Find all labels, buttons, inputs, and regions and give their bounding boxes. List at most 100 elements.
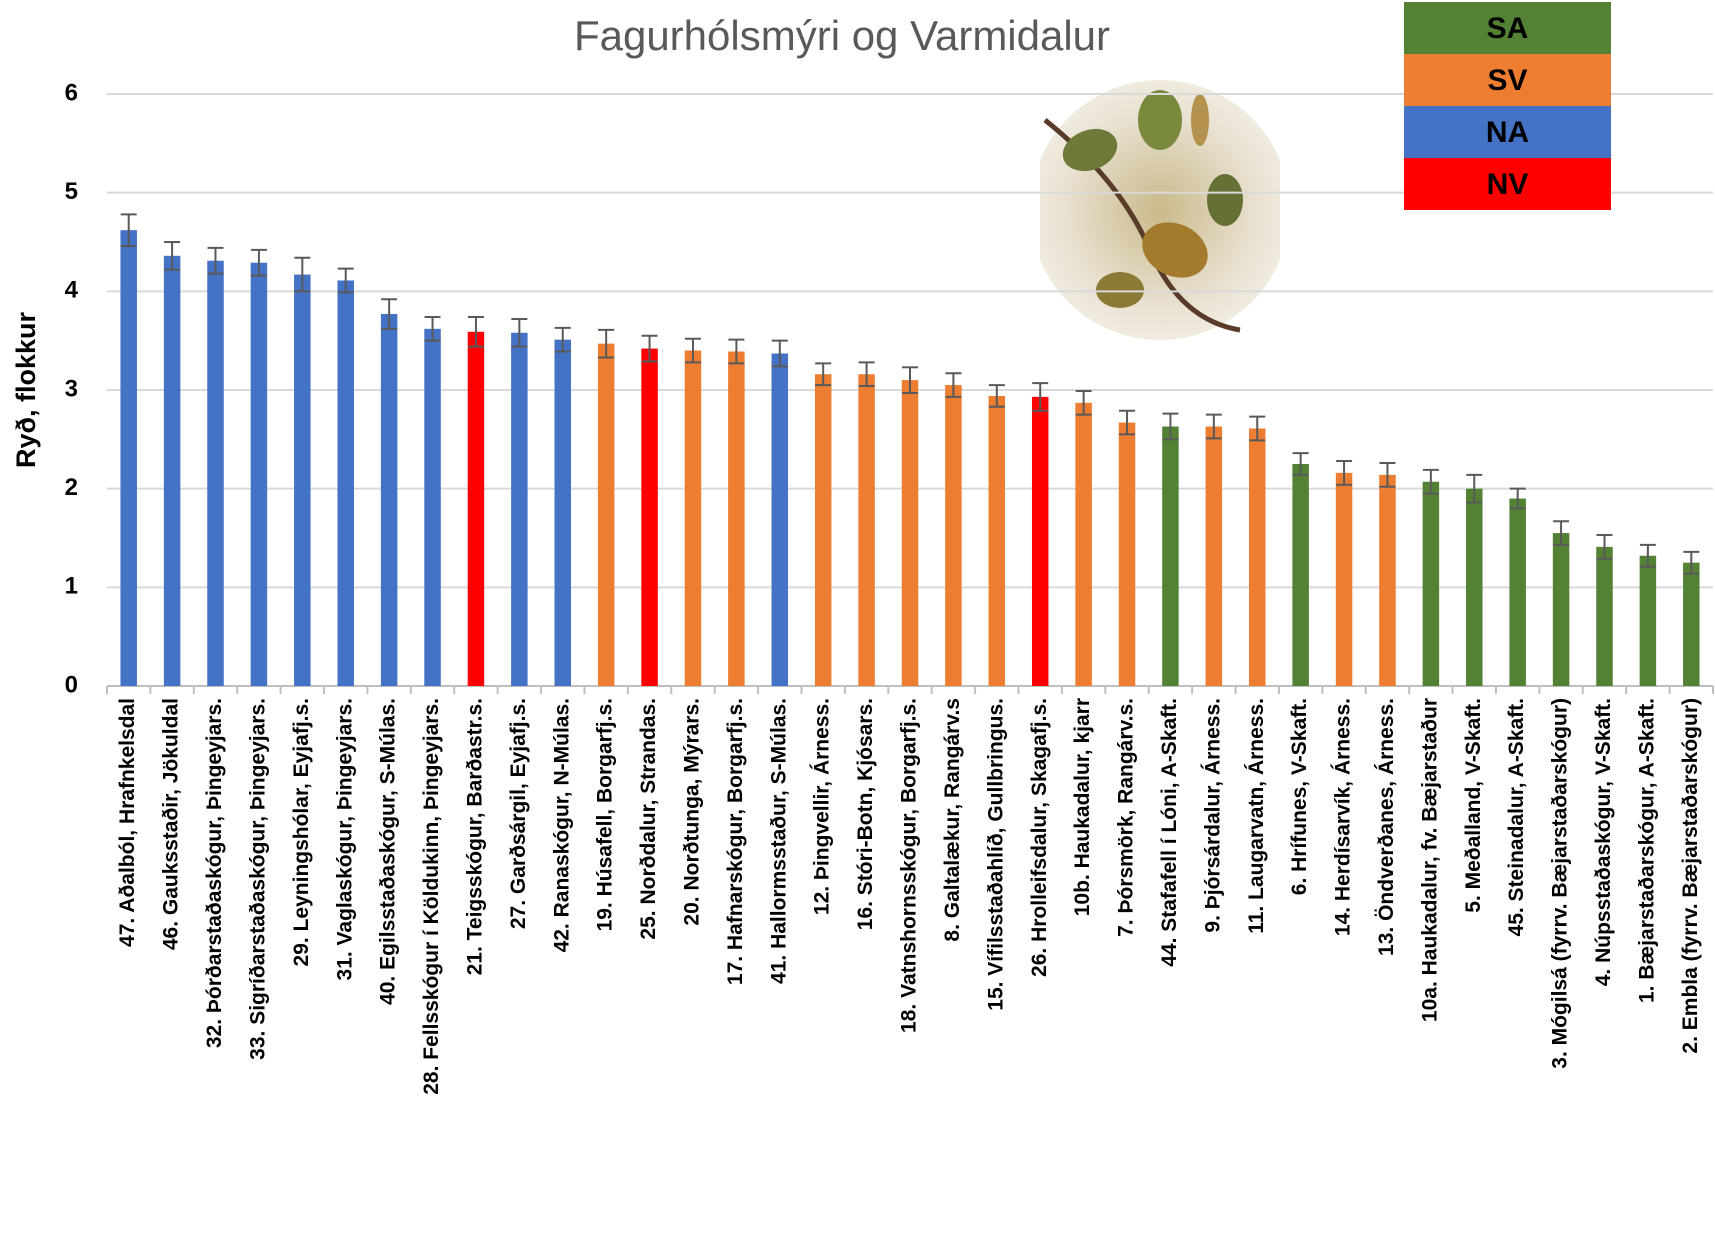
bar (1335, 472, 1353, 686)
error-bar (945, 372, 962, 398)
x-tick-label: 42. Ranaskógur, N-Múlas. (550, 698, 573, 952)
x-tick-label: 9. Þjórsárdalur, Árness. (1201, 698, 1224, 933)
x-tick-label: 13. Öndverðanes, Árness. (1375, 698, 1398, 956)
bar (901, 380, 919, 686)
x-tick-label: 8. Galtalækur, Rangárv.s (941, 698, 964, 942)
error-bar (207, 246, 224, 275)
x-tick-label: 16. Stóri-Botn, Kjósars. (854, 698, 877, 930)
error-bar (902, 366, 918, 394)
y-tick-label: 3 (65, 375, 78, 402)
bar (511, 332, 528, 686)
bar (771, 353, 789, 686)
bar (858, 374, 875, 686)
y-tick-label: 0 (65, 671, 78, 698)
legend-swatch (1404, 106, 1611, 158)
x-tick-label: 19. Húsafell, Borgarfj.s. (594, 698, 617, 931)
error-bar (250, 248, 267, 277)
bar (641, 348, 658, 686)
legend-swatch (1404, 2, 1611, 54)
x-tick-label: 2. Embla (fyrrv. Bæjarstaðarskógur) (1679, 698, 1702, 1054)
legend-swatch (1404, 54, 1611, 106)
error-bar (511, 317, 528, 348)
error-bar (1336, 460, 1353, 486)
bar (1466, 488, 1483, 686)
x-tick-label: 31. Vaglaskógur, Þingeyjars. (333, 698, 356, 980)
bar (337, 280, 354, 686)
error-bar (1596, 534, 1613, 560)
error-bar (467, 315, 484, 348)
x-tick-label: 26. Hrolleifsdalur, Skagafj.s. (1028, 698, 1051, 977)
x-tick-label: 33. Sigríðarstaðaskógur, Þingeyjars. (246, 698, 269, 1060)
bar (1639, 555, 1657, 686)
bar (120, 230, 137, 686)
bar (207, 260, 224, 686)
error-bar (728, 338, 745, 365)
bar (1596, 546, 1613, 686)
error-bar (381, 298, 398, 330)
error-bar (424, 315, 441, 342)
error-bar (554, 326, 571, 353)
x-tick-label: 14. Herdísarvík, Árness. (1332, 698, 1355, 936)
bar (467, 331, 485, 686)
y-axis-title: Ryð, flokkur (11, 311, 41, 468)
x-tick-label: 10a. Haukadalur, fv. Bæjarstaður (1418, 698, 1441, 1022)
bar (163, 255, 181, 686)
bar (554, 339, 572, 686)
error-bar (641, 334, 658, 363)
bar (250, 262, 268, 686)
error-bar (858, 361, 875, 388)
x-tick-label: 40. Egilsstaðaskógur, S-Múlas. (377, 698, 400, 1005)
legend-label: NV (1487, 168, 1529, 201)
error-bar (1553, 520, 1570, 546)
bar (1248, 428, 1266, 686)
error-bar (1466, 473, 1483, 504)
x-tick-label: 1. Bæjarstaðarskógur, A-Skaft. (1635, 698, 1658, 1003)
error-bar (1422, 468, 1439, 495)
x-tick-label: 6. Hrífunes, V-Skaft. (1288, 698, 1311, 895)
x-tick-label: 44. Stafafell í Lóni, A-Skaft. (1158, 698, 1181, 967)
x-tick-label: 46. Gauksstaðir, Jökuldal (160, 698, 183, 950)
x-tick-label: 45. Steinadalur, A-Skaft. (1505, 698, 1528, 936)
error-bar (1292, 452, 1309, 476)
x-tick-label: 29. Leyningshólar, Eyjafj.s. (290, 698, 313, 966)
photo (1040, 80, 1280, 340)
x-tick-label: 7. Þórsmörk, Rangárv.s. (1115, 698, 1138, 937)
x-tick-label: 5. Meðalland, V-Skaft. (1462, 698, 1485, 913)
bar (1552, 533, 1570, 686)
error-bar (1032, 382, 1049, 412)
bar (597, 343, 615, 686)
bar (380, 314, 398, 686)
y-tick-label: 2 (65, 474, 78, 501)
y-tick-label: 5 (65, 178, 78, 205)
bar (1031, 396, 1049, 686)
error-bar (1683, 550, 1700, 575)
legend-label: NA (1486, 116, 1529, 149)
error-bar (1119, 409, 1136, 436)
error-bar (684, 337, 701, 364)
x-tick-label: 3. Mógilsá (fyrrv. Bæjarstaðarskógur) (1549, 698, 1572, 1069)
error-bar (1249, 415, 1266, 442)
error-bar (1509, 487, 1526, 510)
error-bar (1639, 543, 1656, 568)
bar (728, 351, 745, 686)
x-tick-label: 18. Vatnshornsskógur, Borgarfj.s. (898, 698, 921, 1033)
x-tick-label: 25. Norðdalur, Strandas. (637, 698, 660, 940)
bar (294, 274, 311, 686)
error-bar (1075, 389, 1092, 416)
error-bar (164, 241, 181, 271)
x-tick-label: 10b. Haukadalur, kjarr (1071, 698, 1094, 916)
x-tick-label: 15. Vífilsstaðahlíð, Gullbringus. (984, 698, 1007, 1011)
bar (1205, 426, 1223, 686)
x-tick-label: 27. Garðsárgil, Eyjafj.s. (507, 698, 530, 929)
error-bar (815, 362, 832, 387)
bar (1683, 562, 1700, 686)
error-bar (1205, 413, 1222, 440)
error-bar (1379, 462, 1396, 488)
error-bar (598, 328, 615, 359)
error-bar (120, 213, 137, 247)
bar (1422, 481, 1440, 686)
bar (945, 385, 962, 686)
error-bar (337, 267, 354, 294)
legend-swatch (1404, 158, 1611, 210)
